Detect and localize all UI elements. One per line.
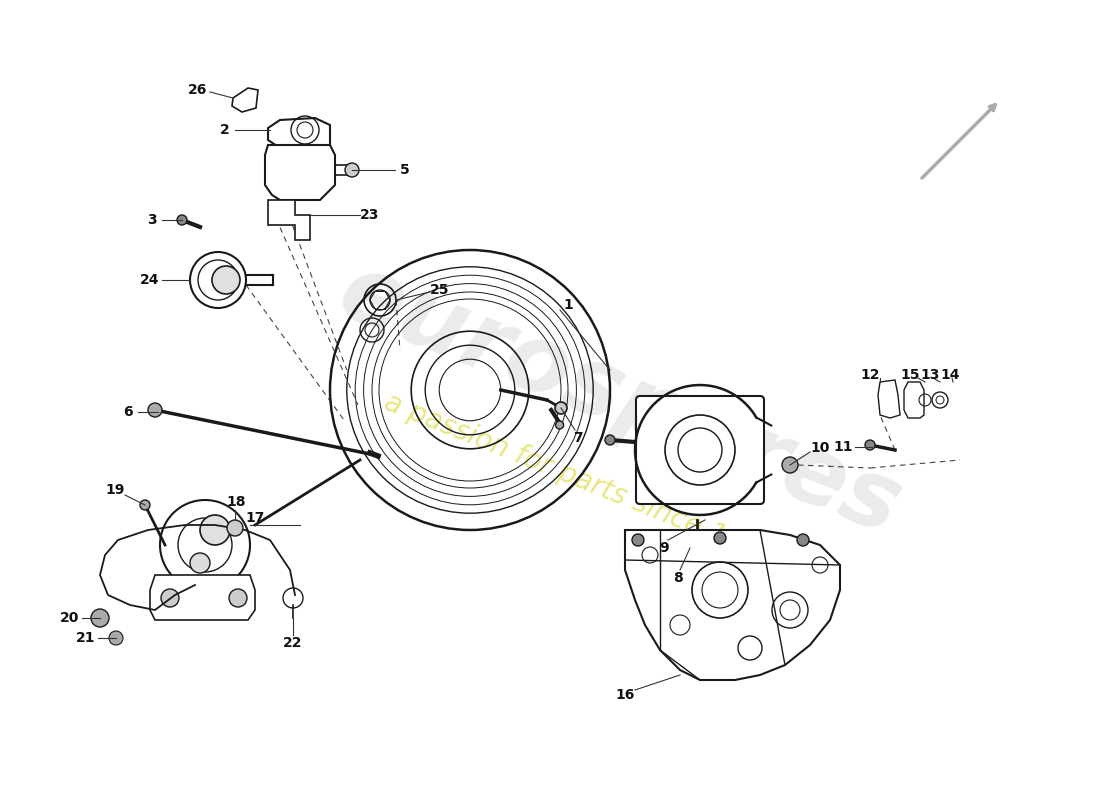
Text: 13: 13 [921, 368, 939, 382]
Text: 18: 18 [227, 495, 245, 509]
Text: 11: 11 [834, 440, 852, 454]
Circle shape [91, 609, 109, 627]
Text: 26: 26 [188, 83, 208, 97]
Text: 21: 21 [76, 631, 96, 645]
Circle shape [605, 435, 615, 445]
Polygon shape [268, 118, 330, 150]
Polygon shape [232, 88, 258, 112]
Text: 10: 10 [811, 441, 829, 455]
Circle shape [109, 631, 123, 645]
Text: 25: 25 [430, 283, 450, 297]
Circle shape [177, 215, 187, 225]
Polygon shape [268, 200, 310, 240]
Text: 2: 2 [220, 123, 230, 137]
Text: 3: 3 [147, 213, 157, 227]
Circle shape [714, 532, 726, 544]
Circle shape [190, 553, 210, 573]
Polygon shape [625, 530, 840, 680]
Text: eurospares: eurospares [326, 246, 914, 554]
Text: 20: 20 [60, 611, 79, 625]
Text: 6: 6 [123, 405, 133, 419]
Text: 24: 24 [141, 273, 160, 287]
Circle shape [148, 403, 162, 417]
Circle shape [227, 520, 243, 536]
Circle shape [782, 457, 797, 473]
Circle shape [161, 589, 179, 607]
Circle shape [556, 402, 566, 414]
Circle shape [692, 538, 702, 548]
Text: 19: 19 [106, 483, 124, 497]
Text: 12: 12 [860, 368, 880, 382]
Circle shape [200, 515, 230, 545]
Text: 9: 9 [659, 541, 669, 555]
Circle shape [865, 440, 874, 450]
Circle shape [798, 534, 808, 546]
Text: 16: 16 [615, 688, 635, 702]
Polygon shape [904, 382, 924, 418]
Text: 15: 15 [900, 368, 920, 382]
Text: 14: 14 [940, 368, 959, 382]
Text: 7: 7 [573, 431, 583, 445]
Polygon shape [265, 145, 336, 200]
Text: 17: 17 [245, 511, 265, 525]
FancyBboxPatch shape [636, 396, 764, 504]
Circle shape [212, 266, 240, 294]
Text: 22: 22 [284, 636, 302, 650]
Text: a passion for parts since 1985: a passion for parts since 1985 [381, 389, 780, 571]
Polygon shape [878, 380, 900, 418]
Polygon shape [150, 575, 255, 620]
Circle shape [345, 163, 359, 177]
Text: 23: 23 [361, 208, 379, 222]
Circle shape [229, 589, 248, 607]
Text: 8: 8 [673, 571, 683, 585]
Text: 5: 5 [400, 163, 410, 177]
Text: 1: 1 [563, 298, 573, 312]
Circle shape [140, 500, 150, 510]
Circle shape [556, 421, 563, 429]
Circle shape [632, 534, 644, 546]
